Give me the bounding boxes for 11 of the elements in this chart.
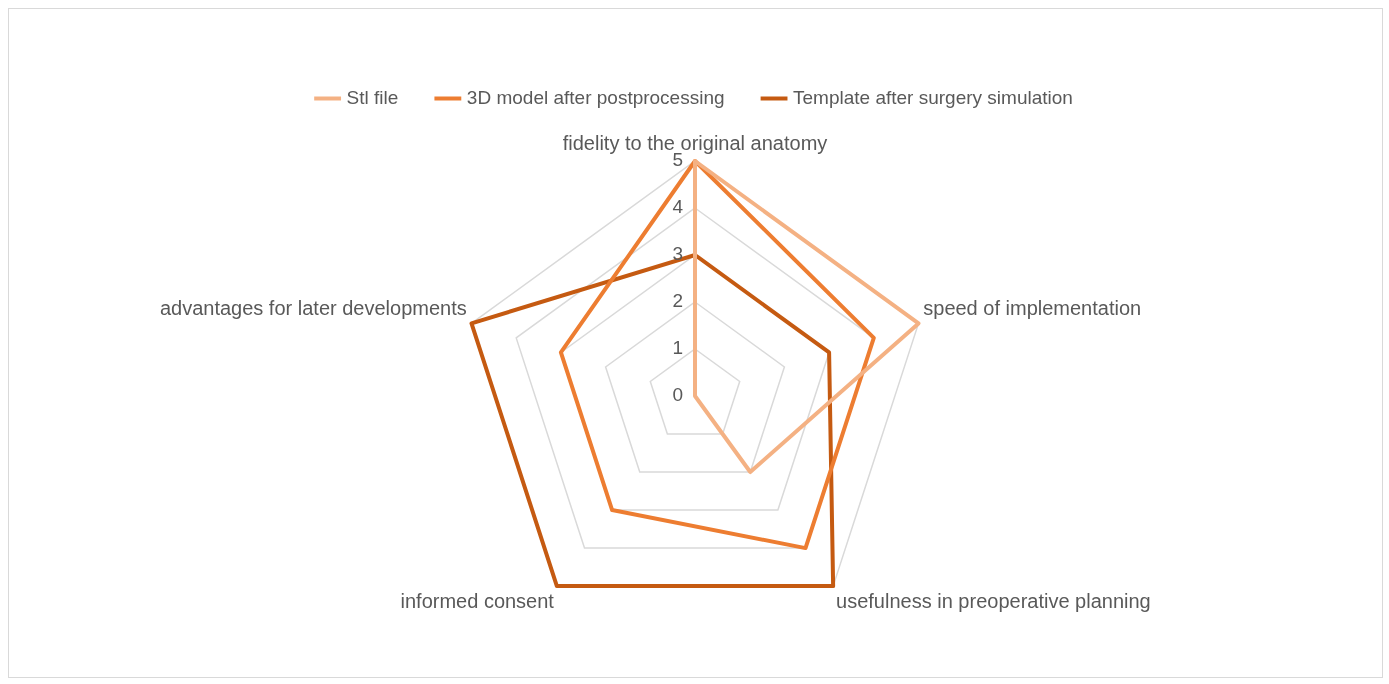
y-tick-label: 2	[672, 290, 683, 312]
legend-label: Template after surgery simulation	[793, 86, 1073, 108]
legend-label: Stl file	[346, 86, 399, 108]
spoke-label: informed consent	[400, 589, 555, 612]
legend-label: 3D model after postprocessing	[466, 86, 725, 108]
spoke-label: speed of implementation	[923, 297, 1142, 320]
spoke-label: usefulness in preoperative planning	[836, 589, 1151, 612]
y-tick-label: 1	[672, 337, 683, 359]
y-tick-label: 4	[672, 196, 684, 218]
spoke-label: advantages for later developments	[159, 297, 467, 320]
y-tick-label: 0	[672, 384, 683, 406]
